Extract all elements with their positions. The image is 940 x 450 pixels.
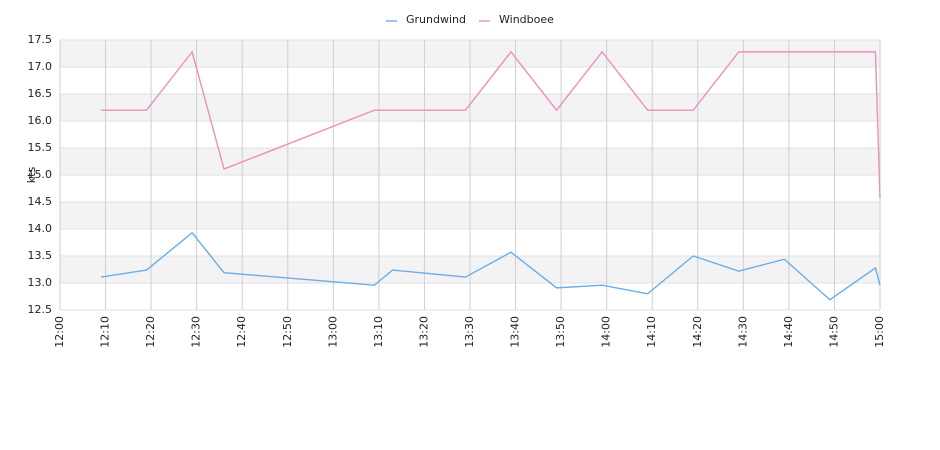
y-tick-label: 15.0 — [28, 168, 53, 181]
x-tick-label: 14:50 — [827, 316, 840, 348]
x-tick-label: 13:20 — [417, 316, 430, 348]
x-tick-label: 12:00 — [53, 316, 66, 348]
series-line — [100, 231, 881, 301]
x-tick-label: 14:10 — [645, 316, 658, 348]
x-tick-label: 14:30 — [736, 316, 749, 348]
x-tick-label: 12:50 — [281, 316, 294, 348]
x-tick-label: 13:40 — [509, 316, 522, 348]
y-tick-label: 13.5 — [28, 249, 53, 262]
legend-label: Windboee — [499, 13, 554, 26]
series-line — [101, 50, 881, 199]
y-tick-label: 15.5 — [28, 141, 53, 154]
x-tick-label: 14:20 — [691, 316, 704, 348]
legend-label: Grundwind — [406, 13, 466, 26]
y-tick-label: 17.5 — [28, 33, 53, 46]
x-tick-label: 12:30 — [190, 316, 203, 348]
x-tick-label: 13:50 — [554, 316, 567, 348]
x-tick-label: 13:30 — [463, 316, 476, 348]
y-tick-label: 16.5 — [28, 87, 53, 100]
x-tick-label: 13:10 — [372, 316, 385, 348]
y-tick-label: 12.5 — [28, 303, 53, 316]
y-tick-label: 14.0 — [28, 222, 53, 235]
x-tick-label: 14:40 — [782, 316, 795, 348]
x-tick-label: 15:00 — [873, 316, 886, 348]
x-tick-label: 12:20 — [144, 316, 157, 348]
x-tick-label: 14:00 — [600, 316, 613, 348]
x-tick-label: 12:10 — [99, 316, 112, 348]
y-tick-label: 17.0 — [28, 60, 53, 73]
y-tick-label: 14.5 — [28, 195, 53, 208]
x-tick-label: 12:40 — [235, 316, 248, 348]
y-tick-label: 13.0 — [28, 276, 53, 289]
y-axis-label: kts — [25, 167, 38, 184]
x-tick-label: 13:00 — [326, 316, 339, 348]
y-tick-label: 16.0 — [28, 114, 53, 127]
